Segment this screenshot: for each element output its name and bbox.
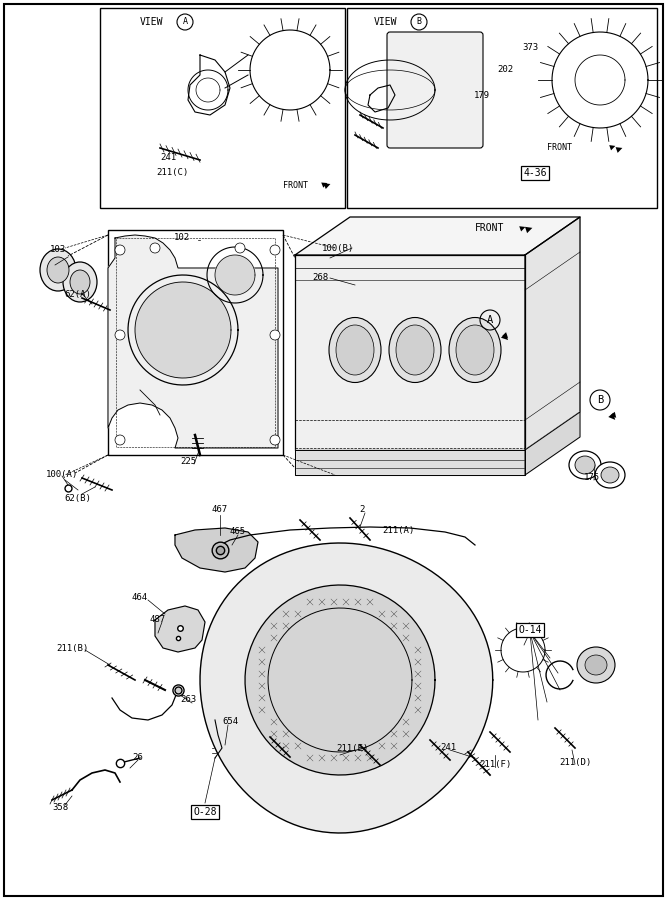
FancyBboxPatch shape xyxy=(4,4,663,896)
Text: 103: 103 xyxy=(50,246,66,255)
Ellipse shape xyxy=(601,467,619,483)
Polygon shape xyxy=(525,217,580,450)
Circle shape xyxy=(115,245,125,255)
Text: 211(B): 211(B) xyxy=(56,644,88,652)
Ellipse shape xyxy=(63,262,97,302)
FancyBboxPatch shape xyxy=(100,8,345,208)
Text: FRONT: FRONT xyxy=(283,181,307,190)
Ellipse shape xyxy=(577,647,615,683)
Text: O-14: O-14 xyxy=(518,625,542,635)
Polygon shape xyxy=(525,412,580,475)
Circle shape xyxy=(115,435,125,445)
Ellipse shape xyxy=(40,249,76,291)
Ellipse shape xyxy=(449,318,501,382)
Text: 100(B): 100(B) xyxy=(322,244,354,253)
Text: 263: 263 xyxy=(180,696,196,705)
Text: 467: 467 xyxy=(212,506,228,515)
Text: 211(D): 211(D) xyxy=(559,758,591,767)
Text: 464: 464 xyxy=(132,593,148,602)
Text: 202: 202 xyxy=(497,66,513,75)
Text: 26: 26 xyxy=(133,753,143,762)
Text: 211(F): 211(F) xyxy=(479,760,511,770)
Text: 373: 373 xyxy=(522,43,538,52)
Polygon shape xyxy=(200,543,493,833)
Circle shape xyxy=(270,245,280,255)
Text: B: B xyxy=(416,17,422,26)
Text: 2: 2 xyxy=(360,506,365,515)
Circle shape xyxy=(235,243,245,253)
Polygon shape xyxy=(295,217,580,255)
Ellipse shape xyxy=(329,318,381,382)
Text: 241: 241 xyxy=(160,154,176,163)
Text: 241: 241 xyxy=(440,743,456,752)
Text: 175: 175 xyxy=(584,473,600,482)
Ellipse shape xyxy=(70,270,90,294)
Ellipse shape xyxy=(585,655,607,675)
Polygon shape xyxy=(295,450,525,475)
Text: 102: 102 xyxy=(174,233,190,242)
Text: 487: 487 xyxy=(150,616,166,625)
Ellipse shape xyxy=(456,325,494,375)
Polygon shape xyxy=(295,255,525,450)
Text: VIEW: VIEW xyxy=(140,17,163,27)
Text: 179: 179 xyxy=(474,91,490,100)
FancyBboxPatch shape xyxy=(387,32,483,148)
Text: B: B xyxy=(597,395,603,405)
Text: FRONT: FRONT xyxy=(476,223,505,233)
Text: 211(A): 211(A) xyxy=(382,526,414,535)
Text: 358: 358 xyxy=(52,804,68,813)
Text: 268: 268 xyxy=(312,274,328,283)
Text: FRONT: FRONT xyxy=(548,143,572,152)
Circle shape xyxy=(270,435,280,445)
Polygon shape xyxy=(135,282,231,378)
Ellipse shape xyxy=(389,318,441,382)
Ellipse shape xyxy=(575,456,595,474)
Text: 211(E): 211(E) xyxy=(336,743,368,752)
Ellipse shape xyxy=(595,462,625,488)
Polygon shape xyxy=(245,585,435,775)
Text: 211(C): 211(C) xyxy=(156,168,188,177)
Circle shape xyxy=(115,330,125,340)
Text: 62(B): 62(B) xyxy=(65,493,91,502)
Text: 62(A): 62(A) xyxy=(65,291,91,300)
Text: A: A xyxy=(487,315,493,325)
Text: 465: 465 xyxy=(230,527,246,536)
FancyBboxPatch shape xyxy=(108,230,283,455)
Polygon shape xyxy=(215,255,255,295)
Text: 225: 225 xyxy=(180,457,196,466)
Polygon shape xyxy=(175,528,258,572)
Ellipse shape xyxy=(396,325,434,375)
Text: 4-36: 4-36 xyxy=(523,168,547,178)
Ellipse shape xyxy=(47,257,69,283)
Ellipse shape xyxy=(569,451,601,479)
Circle shape xyxy=(270,330,280,340)
FancyBboxPatch shape xyxy=(347,8,657,208)
Text: 654: 654 xyxy=(222,717,238,726)
Text: O-28: O-28 xyxy=(193,807,217,817)
Text: VIEW: VIEW xyxy=(374,17,398,27)
Ellipse shape xyxy=(336,325,374,375)
Circle shape xyxy=(150,243,160,253)
Text: A: A xyxy=(183,17,187,26)
Text: 100(A): 100(A) xyxy=(46,470,78,479)
Polygon shape xyxy=(155,606,205,652)
Polygon shape xyxy=(108,235,278,448)
